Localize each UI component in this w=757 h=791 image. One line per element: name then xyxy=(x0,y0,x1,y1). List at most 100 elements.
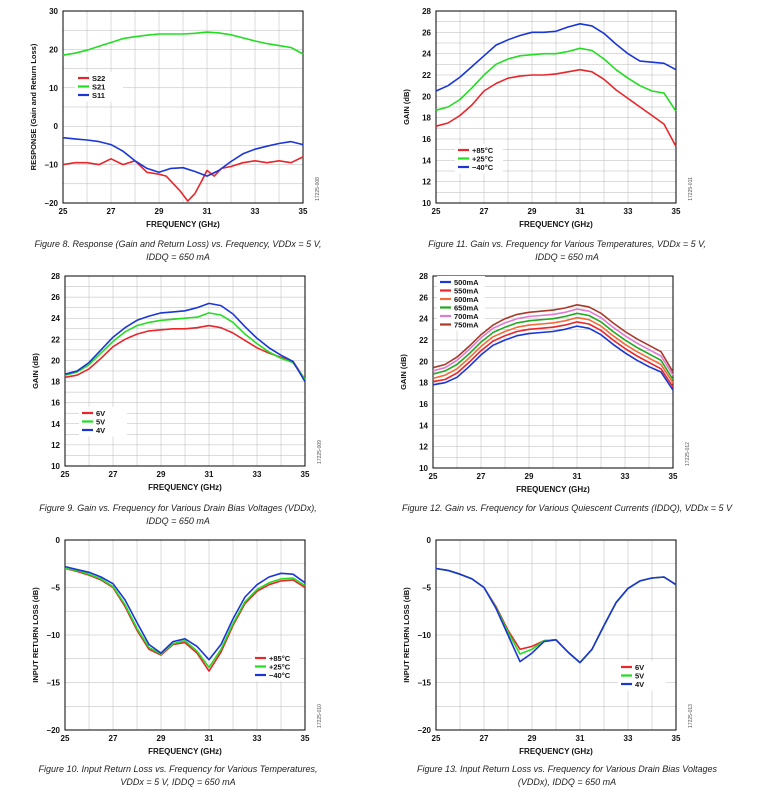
y-tick-label: 0 xyxy=(56,536,61,545)
series-line-600ma xyxy=(432,316,674,384)
legend-label: +25°C xyxy=(472,155,494,164)
y-tick-label: –15 xyxy=(47,679,61,688)
x-tick-label: 31 xyxy=(573,472,582,481)
legend-label: 750mA xyxy=(454,321,479,330)
chart-figure-13: 25 27 29 31 33 35 –20 –15 –10 –5 0 FREQUENCY (GHz) I… xyxy=(402,536,694,756)
series-line-25c xyxy=(64,567,306,669)
y-axis-label: GAIN (dB) xyxy=(402,89,411,125)
series-line-85c xyxy=(64,567,306,672)
series-line-25c xyxy=(435,47,677,112)
y-tick-label: 28 xyxy=(419,272,428,281)
caption-line-2: IDDQ = 650 mA xyxy=(146,516,210,526)
legend-label: +25°C xyxy=(269,663,291,672)
y-tick-label: –5 xyxy=(51,584,60,593)
chart-figure-8: 25 27 29 31 33 35 –20 –10 0 10 20 30 FREQUENCY (GHz)… xyxy=(29,7,321,229)
y-tick-label: –20 xyxy=(45,199,59,208)
caption-figure-10: Figure 10. Input Return Loss vs. Frequen… xyxy=(0,763,356,789)
caption-line-2: IDDQ = 650 mA xyxy=(535,252,599,262)
y-tick-label: –5 xyxy=(422,584,431,593)
y-tick-label: –20 xyxy=(47,726,61,735)
x-tick-label: 33 xyxy=(253,470,262,479)
y-axis-label: GAIN (dB) xyxy=(399,354,408,390)
x-axis-label: FREQUENCY (GHz) xyxy=(148,483,222,492)
x-tick-label: 29 xyxy=(528,207,537,216)
plot-frame xyxy=(62,10,304,204)
legend-label: −40°C xyxy=(472,163,494,172)
x-tick-label: 31 xyxy=(205,470,214,479)
plot-frame xyxy=(64,539,306,731)
y-tick-label: 10 xyxy=(51,462,60,471)
y-tick-label: 20 xyxy=(49,45,58,54)
y-tick-label: 16 xyxy=(422,135,431,144)
caption-figure-11: Figure 11. Gain vs. Frequency for Variou… xyxy=(378,238,756,264)
series-line-s22 xyxy=(62,156,304,202)
y-tick-label: 24 xyxy=(419,315,428,324)
x-axis-label: FREQUENCY (GHz) xyxy=(516,485,590,494)
y-tick-label: 10 xyxy=(49,84,58,93)
chart-panel-figure-8: 25 27 29 31 33 35 –20 –10 0 10 20 30 FREQUENCY (GHz)… xyxy=(0,0,321,232)
y-tick-label: 14 xyxy=(51,420,60,429)
x-tick-label: 27 xyxy=(477,472,486,481)
x-axis-label: FREQUENCY (GHz) xyxy=(519,220,593,229)
y-tick-label: 22 xyxy=(51,335,60,344)
y-tick-label: 18 xyxy=(51,378,60,387)
series-line-4v xyxy=(435,567,677,664)
x-tick-label: 27 xyxy=(107,207,116,216)
y-tick-label: 22 xyxy=(422,71,431,80)
figure-id-label: 17225-013 xyxy=(688,704,694,728)
y-axis-label: INPUT RETURN LOSS (dB) xyxy=(31,587,40,683)
x-tick-label: 25 xyxy=(429,472,438,481)
x-tick-label: 27 xyxy=(109,734,118,743)
x-tick-label: 33 xyxy=(251,207,260,216)
x-tick-label: 27 xyxy=(480,734,489,743)
y-tick-label: 20 xyxy=(419,357,428,366)
x-tick-label: 25 xyxy=(59,207,68,216)
x-tick-label: 35 xyxy=(301,470,310,479)
y-tick-label: 18 xyxy=(422,114,431,123)
caption-line-2: (VDDx), IDDQ = 650 mA xyxy=(517,777,617,787)
x-tick-label: 35 xyxy=(672,734,681,743)
y-tick-label: –10 xyxy=(418,631,432,640)
series-line-85c xyxy=(435,68,677,147)
y-tick-label: –20 xyxy=(418,726,432,735)
x-tick-label: 27 xyxy=(109,470,118,479)
series-line-s11 xyxy=(62,136,304,177)
caption-line-1: Figure 8. Response (Gain and Return Loss… xyxy=(34,239,322,249)
x-tick-label: 27 xyxy=(480,207,489,216)
y-tick-label: 26 xyxy=(422,28,431,37)
legend-label: −40°C xyxy=(269,671,291,680)
y-tick-label: 28 xyxy=(51,272,60,281)
y-tick-label: 14 xyxy=(419,421,428,430)
y-tick-label: –10 xyxy=(47,631,61,640)
caption-line-1: Figure 9. Gain vs. Frequency for Various… xyxy=(39,503,317,513)
x-tick-label: 25 xyxy=(61,470,70,479)
legend-label: 700mA xyxy=(454,312,479,321)
chart-panel-figure-10: 25 27 29 31 33 35 –20 –15 –10 –5 0 FREQUENCY (GHz) I… xyxy=(0,530,323,762)
caption-figure-12: Figure 12. Gain vs. Frequency for Variou… xyxy=(378,502,756,515)
caption-figure-8: Figure 8. Response (Gain and Return Loss… xyxy=(0,238,356,264)
y-tick-label: 14 xyxy=(422,156,431,165)
y-tick-label: 12 xyxy=(419,443,428,452)
figure-id-label: 17225-009 xyxy=(317,440,323,464)
caption-line-2: VDDx = 5 V, IDDQ = 650 mA xyxy=(120,777,236,787)
legend-label: S21 xyxy=(92,83,105,92)
series-line-6v xyxy=(64,324,306,380)
y-tick-label: –10 xyxy=(45,161,59,170)
legend-label: S11 xyxy=(92,91,105,100)
chart-panel-figure-12: 25 27 29 31 33 35 10 12 14 16 18 20 22 24 26 28 FREQUENC… xyxy=(378,268,698,500)
x-tick-label: 29 xyxy=(157,470,166,479)
x-tick-label: 29 xyxy=(157,734,166,743)
x-tick-label: 33 xyxy=(253,734,262,743)
legend-label: 4V xyxy=(96,426,105,435)
chart-panel-figure-13: 25 27 29 31 33 35 –20 –15 –10 –5 0 FREQUENCY (GHz) I… xyxy=(378,530,698,762)
y-tick-label: 28 xyxy=(422,7,431,16)
legend: +85°C+25°C−40°C xyxy=(252,652,300,682)
caption-line-1: Figure 13. Input Return Loss vs. Frequen… xyxy=(417,764,717,774)
legend-label: 550mA xyxy=(454,287,479,296)
series-line-550ma xyxy=(432,321,674,388)
y-tick-label: 20 xyxy=(51,356,60,365)
legend-label: S22 xyxy=(92,74,105,83)
x-tick-label: 31 xyxy=(205,734,214,743)
legend-label: 4V xyxy=(635,680,644,689)
